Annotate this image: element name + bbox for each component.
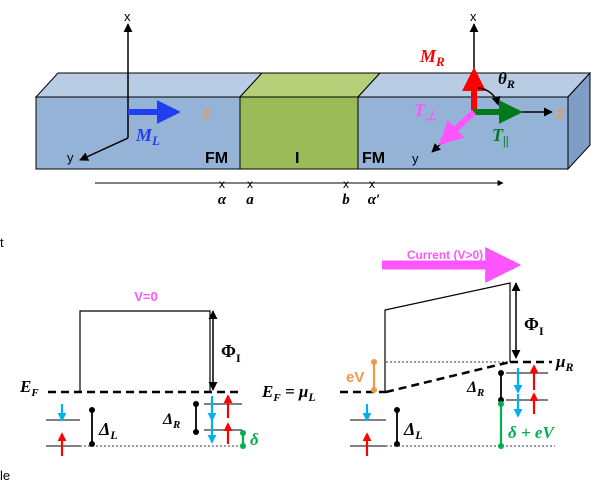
position-b: b [342,192,350,208]
fm-right-front-face [357,96,569,170]
insulator-label: I [295,150,299,167]
barrier-left [79,310,211,392]
mr-label: MR [419,46,445,69]
position-a: a [246,192,254,208]
barrier-right [384,282,511,392]
insulator-top-face [238,72,382,98]
tperp-vector [438,109,477,146]
delta-plus-ev-label: δ + eV [508,423,555,442]
left-axis-z-label: z [203,105,211,122]
theta-label: θR [498,69,515,91]
band-diagram-biased: Current (V>0) ΦI μR EF = μL eV ΔL [261,247,573,456]
ml-label: ML [135,125,160,148]
position-axis: x x x x α a b α′ [95,177,504,208]
current-label: Current (V>0) [407,248,483,262]
position-alpha: α [218,192,227,208]
svg-text:x: x [343,177,349,191]
fm-left-top-face [34,72,264,98]
position-alpha-prime: α′ [368,192,381,208]
phi-left-label: ΦI [221,341,241,365]
delta-r-right-label: ΔR [466,379,484,399]
delta-small-label: δ [250,430,259,449]
theta-arc [477,87,501,106]
delta-r-left-label: ΔR [162,411,180,431]
tperp-label: T⊥ [414,100,436,123]
ev-label: eV [346,369,364,386]
left-axis-y-label: y [67,150,74,165]
phi-right-label: ΦI [524,314,544,338]
fm-right-label: FM [362,150,385,167]
delta-l-left-label: ΔL [98,419,118,442]
insulator-front-face [239,96,359,170]
voltage-zero-label: V=0 [134,289,158,304]
fm-right-side-face [567,71,591,171]
fm-left-label: FM [205,150,228,167]
fermi-equals-mu-l-label: EF = μL [261,382,316,404]
left-axis-x-label: x [124,9,131,24]
fermi-left-label: EF [19,377,39,399]
svg-text:x: x [369,177,375,191]
right-axis-y-label: y [412,151,419,166]
band-diagram-equilibrium: V=0 ΦI EF ΔL ΔR δ [19,289,259,456]
right-axis-z-label: z [556,105,564,122]
edge-text-le: le [0,468,10,483]
right-axis-x-label: x [470,9,477,24]
edge-text-t: t [0,235,4,250]
svg-text:x: x [247,177,253,191]
tpar-label: T|| [492,125,509,148]
mu-r-label: μR [555,352,573,374]
left-axes: x y z ML [67,9,211,165]
delta-l-right-label: ΔL [403,419,423,442]
svg-text:x: x [219,177,225,191]
right-axes: x y z MR θR T|| T⊥ [412,9,564,166]
